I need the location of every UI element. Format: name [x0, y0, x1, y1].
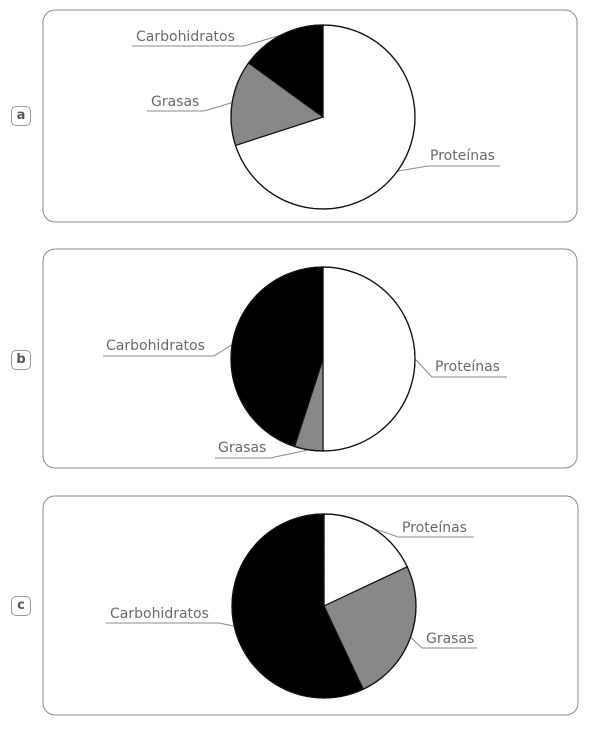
leader-line-b-grasas — [215, 449, 309, 459]
slice-label-b-proteinas: Proteínas — [435, 359, 500, 375]
option-badge-c[interactable]: c — [11, 596, 31, 616]
slice-label-a-grasas: Grasas — [151, 94, 199, 110]
leader-line-c-grasas — [410, 636, 477, 649]
option-badge-b[interactable]: b — [11, 350, 31, 370]
pie-outline-b — [230, 266, 416, 452]
pie-outline-a — [230, 24, 416, 210]
leader-line-c-proteinas — [373, 527, 474, 538]
leader-line-b-proteinas — [414, 358, 507, 378]
leader-line-a-proteinas — [397, 165, 500, 172]
option-badge-a[interactable]: a — [11, 106, 31, 126]
slice-label-b-carbohidratos: Carbohidratos — [106, 338, 205, 354]
slice-label-b-grasas: Grasas — [218, 440, 266, 456]
slice-label-c-grasas: Grasas — [426, 631, 474, 647]
slice-label-c-proteinas: Proteínas — [402, 520, 467, 536]
slice-label-c-carbohidratos: Carbohidratos — [110, 606, 209, 622]
leader-line-a-carbohidratos — [132, 34, 282, 47]
leader-line-b-carbohidratos — [103, 344, 233, 357]
slice-label-a-carbohidratos: Carbohidratos — [136, 29, 235, 45]
leader-line-a-grasas — [147, 102, 233, 112]
leader-line-c-carbohidratos — [106, 622, 235, 627]
pie-outline-c — [231, 513, 417, 699]
slice-label-a-proteinas: Proteínas — [430, 148, 495, 164]
